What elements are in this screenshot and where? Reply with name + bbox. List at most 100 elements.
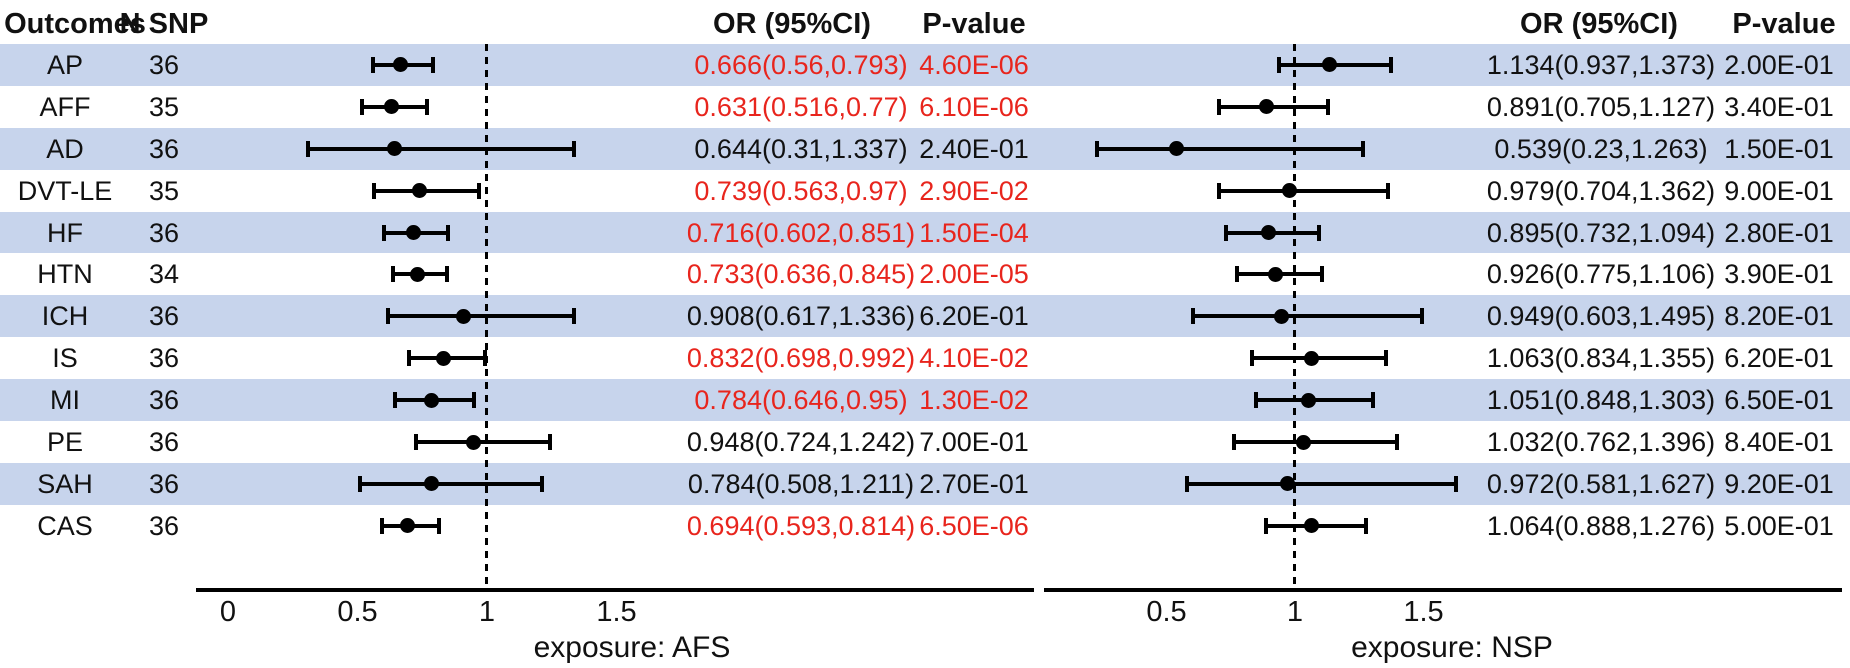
axis-tick-label: 0 bbox=[219, 596, 237, 628]
ci-cap-low-HF bbox=[381, 224, 386, 241]
or-ci-value: 0.631(0.516,0.77) bbox=[694, 91, 908, 122]
or-point-AFF bbox=[383, 99, 399, 115]
ci-line-SAH bbox=[359, 481, 542, 486]
p-value: 2.90E-02 bbox=[919, 175, 1029, 206]
row-stripe bbox=[0, 463, 1850, 505]
or-ci-value: 0.733(0.636,0.845) bbox=[686, 259, 916, 290]
p-value: 6.20E-01 bbox=[919, 301, 1029, 332]
or-ci-value: 0.926(0.775,1.106) bbox=[1486, 259, 1716, 290]
reference-line-afs bbox=[485, 44, 488, 590]
or-ci-value: 0.739(0.563,0.97) bbox=[694, 175, 908, 206]
ci-cap-high-DVT-LE bbox=[477, 182, 482, 199]
outcome-label: HF bbox=[47, 217, 83, 248]
or-ci-value: 0.948(0.724,1.242) bbox=[686, 427, 916, 458]
ci-cap-low-AFF bbox=[1217, 98, 1222, 115]
or-ci-value: 0.644(0.31,1.337) bbox=[694, 133, 908, 164]
axis-tick-label: 0.5 bbox=[337, 596, 378, 628]
or-ci-value: 0.972(0.581,1.627) bbox=[1486, 468, 1716, 499]
p-value: 6.20E-01 bbox=[1724, 343, 1834, 374]
or-ci-value: 0.979(0.704,1.362) bbox=[1486, 175, 1716, 206]
ci-cap-low-IS bbox=[406, 350, 411, 367]
p-value: 1.30E-02 bbox=[919, 385, 1029, 416]
axis-tick-label: 0.5 bbox=[1146, 596, 1187, 628]
outcome-label: HTN bbox=[37, 259, 93, 290]
ci-line-SAH bbox=[1187, 481, 1457, 486]
p-value: 8.20E-01 bbox=[1724, 301, 1834, 332]
or-point-SAH bbox=[423, 476, 439, 492]
ci-cap-high-HF bbox=[1317, 224, 1322, 241]
ci-cap-high-AP bbox=[1388, 56, 1393, 73]
or-ci-value: 0.949(0.603,1.495) bbox=[1486, 301, 1716, 332]
outcome-label: AD bbox=[46, 133, 84, 164]
p-value: 9.00E-01 bbox=[1724, 175, 1834, 206]
or-point-AP bbox=[1321, 57, 1337, 73]
ci-cap-low-PE bbox=[1231, 434, 1236, 451]
ci-cap-low-SAH bbox=[357, 475, 362, 492]
p-value: 4.60E-06 bbox=[919, 49, 1029, 80]
p-value: 6.50E-06 bbox=[919, 510, 1029, 541]
ci-line-DVT-LE bbox=[1218, 188, 1389, 193]
ci-cap-high-DVT-LE bbox=[1386, 182, 1391, 199]
exposure-label-afs: exposure: AFS bbox=[533, 631, 731, 664]
ci-line-PE bbox=[415, 440, 550, 445]
or-point-MI bbox=[423, 392, 439, 408]
ci-cap-high-HTN bbox=[444, 266, 449, 283]
ci-cap-low-DVT-LE bbox=[371, 182, 376, 199]
header-n-snp: N SNP bbox=[119, 8, 209, 40]
ci-cap-low-MI bbox=[393, 392, 398, 409]
p-value: 2.00E-05 bbox=[919, 259, 1029, 290]
or-point-AP bbox=[392, 57, 408, 73]
row-stripe bbox=[0, 44, 1850, 86]
axis-tick-label: 1 bbox=[478, 596, 496, 628]
n-snp-value: 36 bbox=[148, 427, 180, 458]
ci-cap-high-HF bbox=[446, 224, 451, 241]
ci-cap-low-ICH bbox=[1190, 308, 1195, 325]
ci-line-PE bbox=[1233, 440, 1397, 445]
or-ci-value: 1.064(0.888,1.276) bbox=[1486, 510, 1716, 541]
header-p-value-right: P-value bbox=[1732, 8, 1836, 40]
ci-cap-high-MI bbox=[1370, 392, 1375, 409]
ci-cap-high-MI bbox=[472, 392, 477, 409]
p-value: 2.80E-01 bbox=[1724, 217, 1834, 248]
ci-cap-high-AFF bbox=[425, 98, 430, 115]
n-snp-value: 36 bbox=[148, 385, 180, 416]
ci-cap-low-AD bbox=[1095, 140, 1100, 157]
row-stripe bbox=[0, 379, 1850, 422]
ci-cap-high-AD bbox=[572, 140, 577, 157]
outcome-label: MI bbox=[50, 385, 80, 416]
ci-cap-high-AFF bbox=[1325, 98, 1330, 115]
ci-cap-low-CAS bbox=[1264, 517, 1269, 534]
or-point-AD bbox=[1169, 141, 1185, 157]
outcome-label: CAS bbox=[37, 510, 93, 541]
reference-line-nsp bbox=[1293, 44, 1296, 590]
axis-tick-label: 1.5 bbox=[1403, 596, 1444, 628]
ci-cap-low-DVT-LE bbox=[1216, 182, 1221, 199]
outcome-label: AP bbox=[46, 49, 84, 80]
axis-tick-label: 1 bbox=[1286, 596, 1304, 628]
or-ci-value: 0.666(0.56,0.793) bbox=[694, 49, 908, 80]
n-snp-value: 36 bbox=[148, 343, 180, 374]
ci-cap-high-AD bbox=[1360, 140, 1365, 157]
ci-cap-low-SAH bbox=[1185, 475, 1190, 492]
p-value: 1.50E-01 bbox=[1724, 133, 1834, 164]
ci-cap-low-AFF bbox=[359, 98, 364, 115]
p-value: 3.40E-01 bbox=[1724, 91, 1834, 122]
axis-tick-label: 1.5 bbox=[596, 596, 637, 628]
p-value: 9.20E-01 bbox=[1724, 468, 1834, 499]
n-snp-value: 35 bbox=[148, 175, 180, 206]
or-ci-value: 0.694(0.593,0.814) bbox=[686, 510, 916, 541]
ci-cap-low-PE bbox=[413, 434, 418, 451]
ci-cap-low-AD bbox=[306, 140, 311, 157]
ci-cap-high-CAS bbox=[436, 517, 441, 534]
p-value: 4.10E-02 bbox=[919, 343, 1029, 374]
p-value: 3.90E-01 bbox=[1724, 259, 1834, 290]
or-ci-value: 0.539(0.23,1.263) bbox=[1494, 133, 1708, 164]
or-point-ICH bbox=[455, 308, 471, 324]
ci-line-IS bbox=[1252, 356, 1387, 361]
p-value: 2.00E-01 bbox=[1724, 49, 1834, 80]
ci-cap-high-SAH bbox=[539, 475, 544, 492]
x-axis-afs bbox=[196, 588, 1034, 592]
ci-line-ICH bbox=[387, 314, 575, 319]
or-point-SAH bbox=[1280, 476, 1296, 492]
p-value: 5.00E-01 bbox=[1724, 510, 1834, 541]
